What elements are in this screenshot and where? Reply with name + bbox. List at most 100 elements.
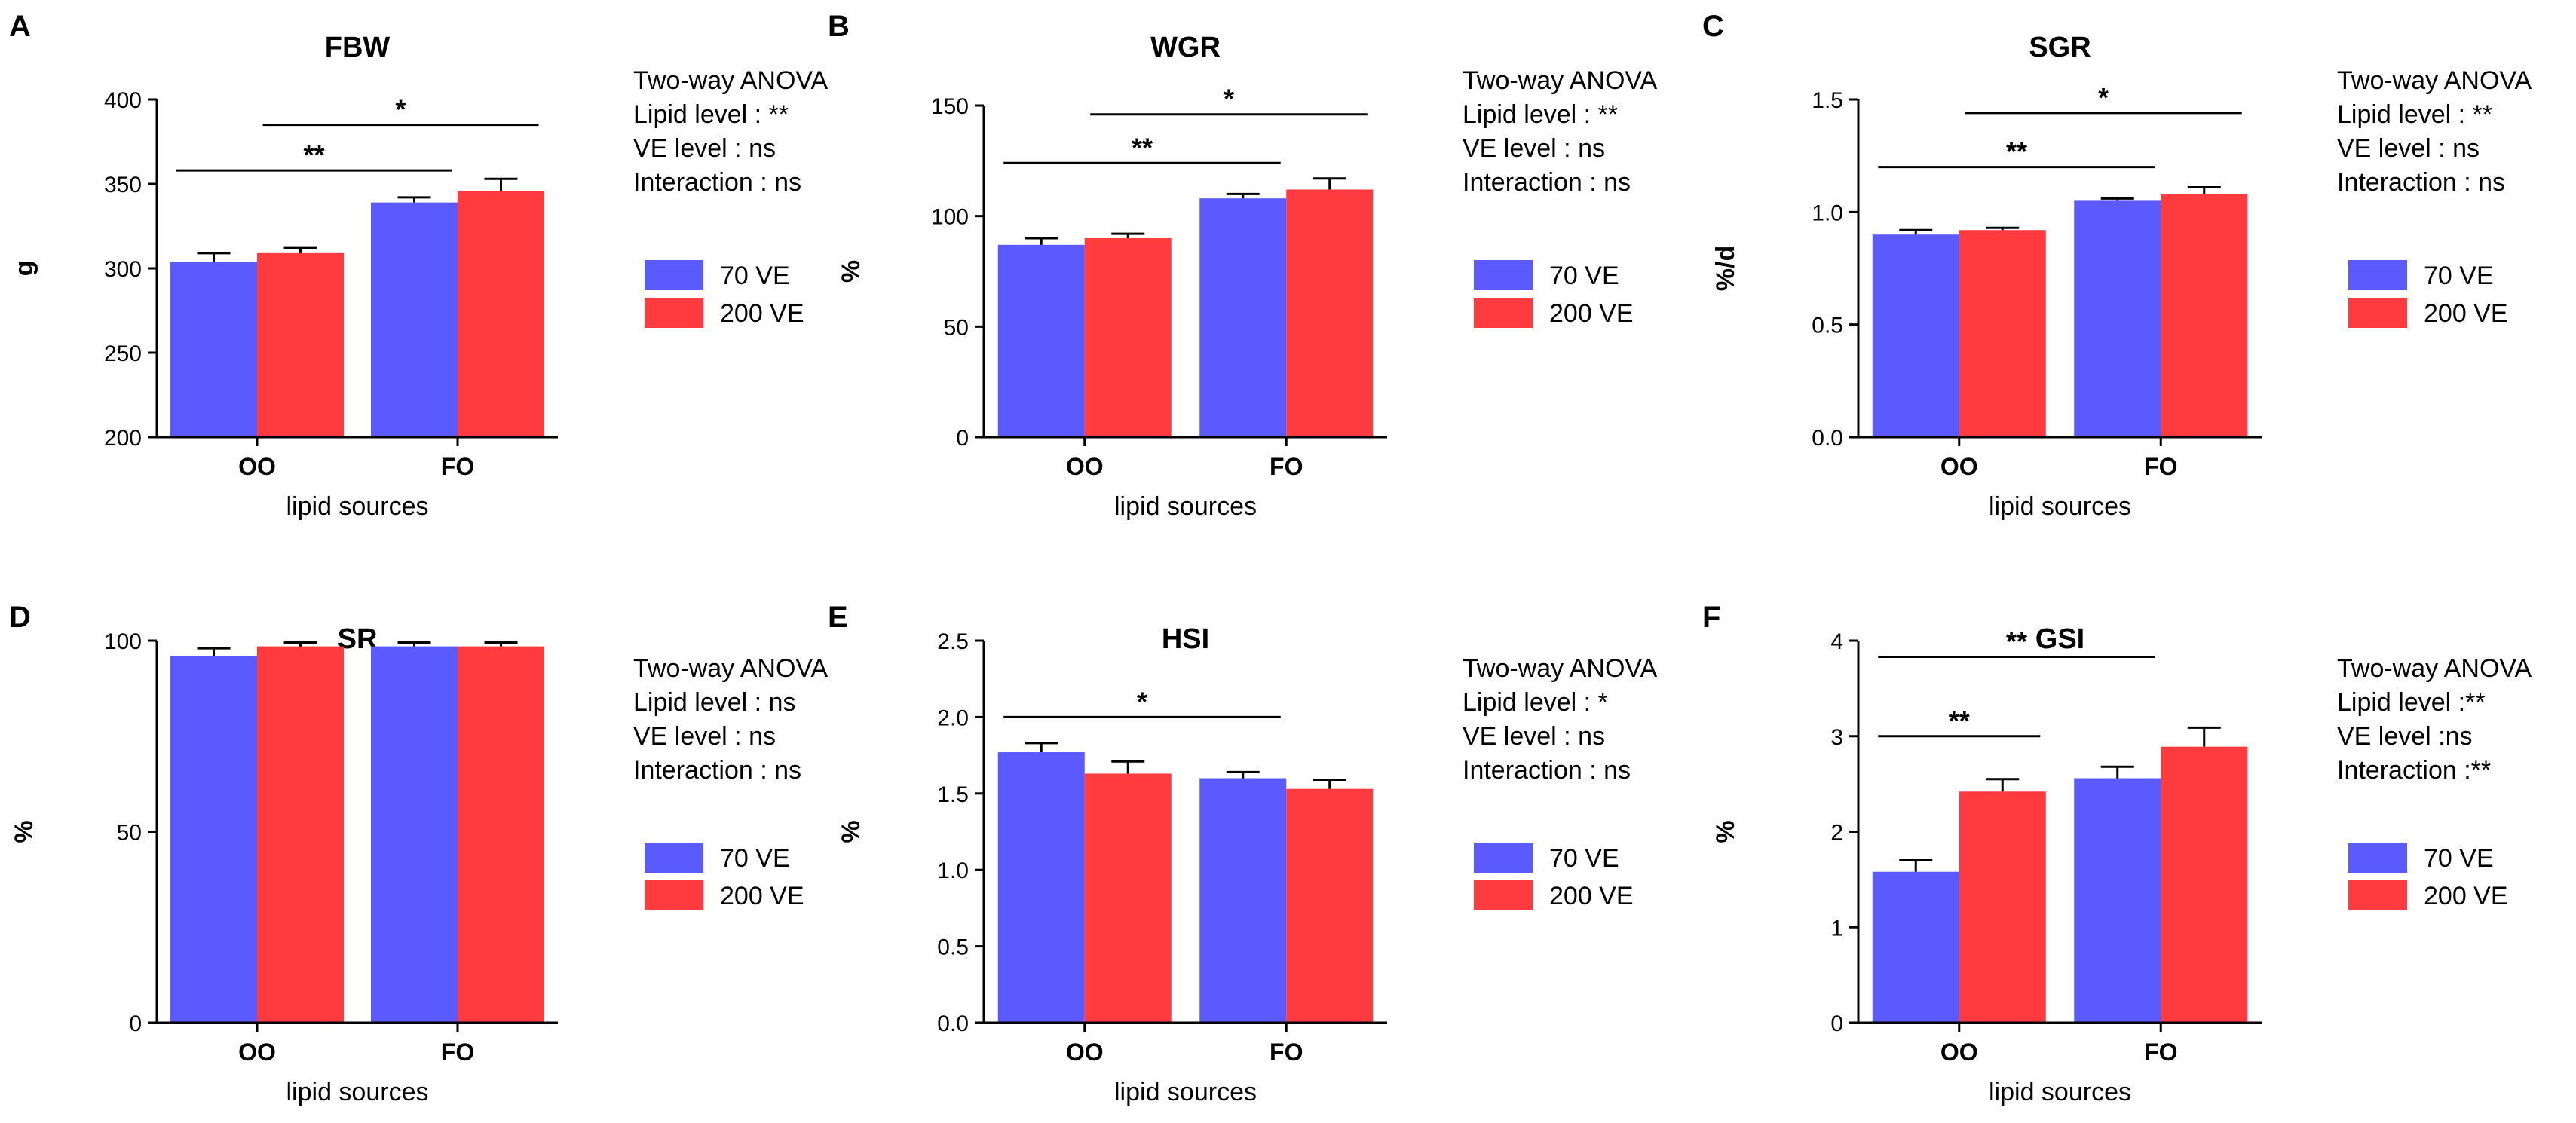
legend-swatch-70ve [2348,260,2407,290]
legend-label: 200 VE [2424,882,2508,910]
significance-label: ** [1949,705,1970,736]
anova-heading: Two-way ANOVA [633,654,829,683]
anova-stat: Interaction :** [2337,756,2491,785]
significance-label: * [1224,84,1234,115]
y-tick-label: 4 [1830,629,1843,654]
anova-stat: Interaction : ns [2337,168,2505,197]
y-axis-label: %/d [1711,246,1740,291]
legend-label: 70 VE [2424,844,2494,873]
significance-label: ** [2006,136,2027,167]
x-axis-label: lipid sources [1989,492,2131,521]
x-tick-label: FO [2144,453,2177,480]
x-tick-label: OO [1940,453,1978,480]
significance-label: ** [303,139,324,170]
x-tick-label: FO [1270,1039,1303,1066]
bar-oo-200ve [1084,238,1172,437]
x-tick-label: OO [1066,453,1104,480]
bar-fo-200ve [1286,189,1374,437]
bar-oo-70ve [997,244,1085,437]
bar-fo-200ve [1286,788,1374,1023]
y-axis-label: % [1711,820,1740,843]
legend-swatch-200ve [1474,880,1533,910]
y-tick-label: 300 [104,257,142,282]
anova-stat: Lipid level : ** [2337,100,2492,129]
bar-oo-200ve [1084,773,1172,1023]
y-tick-label: 0 [129,1011,142,1036]
legend-label: 200 VE [720,882,804,910]
x-tick-label: OO [238,1039,276,1066]
x-axis-label: lipid sources [286,492,429,521]
y-tick-label: 100 [931,205,969,230]
bar-oo-70ve [170,656,257,1023]
significance-label: * [395,94,406,125]
y-tick-label: 50 [117,821,142,846]
y-tick-label: 0 [1830,1011,1843,1036]
anova-stat: Lipid level : ** [1463,100,1618,129]
y-tick-label: 1.0 [937,858,969,883]
bar-fo-200ve [2161,194,2248,437]
chart-title: SR [338,623,378,655]
panel-letter: A [9,10,31,43]
anova-heading: Two-way ANOVA [2337,66,2532,95]
anova-stat: Interaction : ns [633,168,801,197]
anova-stat: Interaction : ns [1463,756,1631,785]
legend-swatch-70ve [2348,843,2407,873]
y-tick-label: 100 [104,629,142,654]
y-axis-label: % [837,260,865,283]
bar-oo-70ve [997,752,1085,1023]
legend-swatch-200ve [2348,880,2407,910]
legend-label: 70 VE [1549,844,1619,873]
x-tick-label: OO [238,453,276,480]
x-axis-label: lipid sources [1114,492,1257,521]
bar-oo-200ve [1959,230,2046,437]
significance-label: ** [1132,132,1153,163]
y-axis-label: % [10,820,38,843]
bar-fo-70ve [2074,200,2161,437]
legend-swatch-70ve [645,843,703,873]
y-tick-label: 200 [104,426,142,451]
bar-oo-70ve [170,262,257,437]
panel-letter: D [9,601,31,634]
legend-label: 200 VE [2424,299,2508,328]
bar-oo-70ve [1872,234,1959,437]
legend-swatch-200ve [1474,298,1533,328]
y-tick-label: 0.5 [937,935,969,960]
y-tick-label: 0 [956,426,969,451]
bar-fo-200ve [458,646,544,1023]
y-tick-label: 2.0 [937,705,969,730]
x-tick-label: FO [441,453,474,480]
bar-oo-200ve [257,252,344,437]
bar-oo-200ve [1959,791,2046,1023]
anova-stat: VE level : ns [2337,134,2480,163]
x-axis-label: lipid sources [1114,1078,1257,1106]
anova-stat: VE level : ns [1463,722,1605,751]
y-tick-label: 1.5 [937,782,969,807]
y-tick-label: 400 [104,88,142,113]
bar-oo-70ve [1872,871,1959,1023]
y-tick-label: 3 [1830,725,1843,750]
bar-fo-70ve [371,202,458,437]
chart-title: GSI [2035,623,2084,655]
anova-heading: Two-way ANOVA [1463,66,1658,95]
legend-swatch-200ve [645,298,703,328]
x-tick-label: OO [1066,1039,1104,1066]
panel-d: D SR 0 50 100 OO FO lipid sources% Two-way ANOVA… [9,601,829,1106]
x-axis-label: lipid sources [286,1078,429,1106]
legend-label: 200 VE [720,299,804,328]
x-tick-label: OO [1940,1039,1978,1066]
anova-heading: Two-way ANOVA [2337,654,2532,683]
x-axis-label: lipid sources [1989,1078,2131,1106]
y-tick-label: 1 [1830,916,1843,941]
y-tick-label: 0.0 [1812,426,1843,451]
y-tick-label: 2.5 [937,629,969,654]
panel-letter: F [1702,601,1720,634]
y-tick-label: 2 [1830,821,1843,846]
legend-label: 70 VE [720,844,790,873]
legend-swatch-200ve [2348,298,2407,328]
significance-label: * [1137,686,1147,717]
y-tick-label: 50 [944,315,969,340]
x-tick-label: FO [441,1039,474,1066]
legend-label: 200 VE [1549,299,1634,328]
panel-letter: B [828,10,850,43]
